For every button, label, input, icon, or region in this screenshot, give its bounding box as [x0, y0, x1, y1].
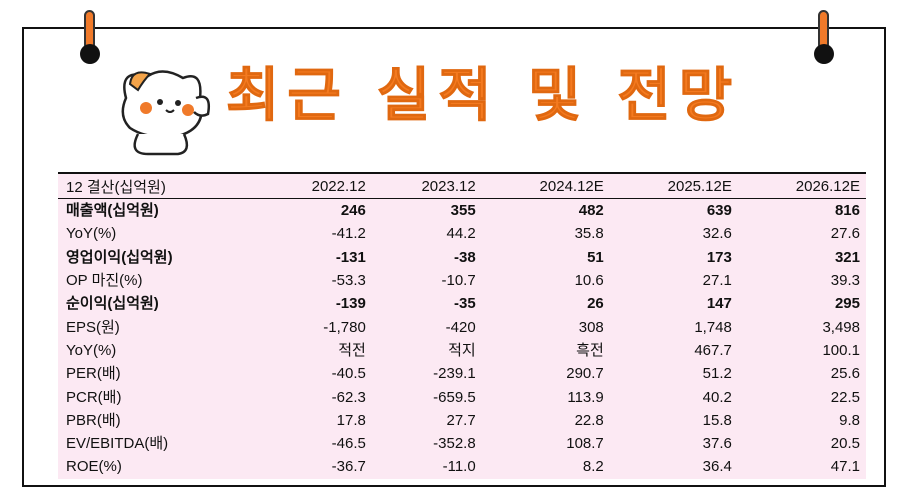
- table-cell: 15.8: [702, 411, 732, 429]
- table-cell: 482: [578, 202, 604, 220]
- table-cell: 35.8: [574, 225, 604, 243]
- table-cell: 321: [834, 248, 860, 266]
- column-header: 2022.12: [262, 172, 372, 199]
- table-cell: -10.7: [441, 272, 476, 290]
- row-label: EPS(원): [66, 318, 120, 336]
- table-cell: 246: [340, 202, 366, 220]
- table-cell: -1,780: [323, 318, 366, 336]
- table-cell: -352.8: [433, 435, 476, 453]
- page-title: 최근 실적 및 전망: [225, 61, 741, 129]
- table-cell: 147: [706, 295, 732, 313]
- table-cell: 355: [450, 202, 476, 220]
- table-cell: 467.7: [694, 341, 732, 359]
- row-label: ROE(%): [66, 458, 122, 476]
- row-label: 영업이익(십억원): [66, 248, 173, 266]
- row-label: PCR(배): [66, 388, 122, 406]
- table-cell: 27.7: [446, 411, 476, 429]
- table-cell: 108.7: [566, 435, 604, 453]
- table-cell: -139: [335, 295, 366, 313]
- table-cell: 적전: [338, 341, 366, 359]
- table-cell: 27.1: [702, 272, 732, 290]
- table-row: YoY(%) -41.2 44.2 35.8 32.6 27.6: [58, 222, 866, 245]
- table-cell: 44.2: [446, 225, 476, 243]
- table-cell: 17.8: [336, 411, 366, 429]
- table-cell: 26: [587, 295, 604, 313]
- table-cell: 20.5: [830, 435, 860, 453]
- column-header: 2024.12E: [481, 172, 610, 199]
- table-cell: 흑전: [576, 341, 604, 359]
- table-cell: -46.5: [331, 435, 366, 453]
- table-row: PER(배) -40.5 -239.1 290.7 51.2 25.6: [58, 362, 866, 385]
- row-label: 매출액(십억원): [66, 202, 159, 220]
- table-row: ROE(%) -36.7 -11.0 8.2 36.4 47.1: [58, 455, 866, 478]
- table-cell: 8.2: [582, 458, 604, 476]
- table-cell: -38: [454, 248, 476, 266]
- table-cell: -53.3: [331, 272, 366, 290]
- table-cell: 40.2: [702, 388, 732, 406]
- table-row: OP 마진(%) -53.3 -10.7 10.6 27.1 39.3: [58, 269, 866, 292]
- row-label: OP 마진(%): [66, 272, 143, 290]
- row-label: YoY(%): [66, 225, 117, 243]
- table-cell: 37.6: [702, 435, 732, 453]
- table-cell: 22.5: [830, 388, 860, 406]
- table-row: YoY(%) 적전 적지 흑전 467.7 100.1: [58, 339, 866, 362]
- table-cell: 51.2: [702, 365, 732, 383]
- table-cell: -659.5: [433, 388, 476, 406]
- table-cell: 10.6: [574, 272, 604, 290]
- table-cell: 47.1: [830, 458, 860, 476]
- table-row: EPS(원) -1,780 -420 308 1,748 3,498: [58, 315, 866, 338]
- table-cell: -131: [335, 248, 366, 266]
- row-label: 순이익(십억원): [66, 295, 159, 313]
- table-row: 매출액(십억원) 246 355 482 639 816: [58, 199, 866, 223]
- table-cell: 25.6: [830, 365, 860, 383]
- table-header-row: 12 결산(십억원) 2022.12 2023.12 2024.12E 2025…: [58, 172, 866, 199]
- table-cell: 816: [834, 202, 860, 220]
- table-row: PBR(배) 17.8 27.7 22.8 15.8 9.8: [58, 409, 866, 432]
- table-cell: 1,748: [694, 318, 732, 336]
- table-cell: 적지: [448, 341, 476, 359]
- table-row: 순이익(십억원) -139 -35 26 147 295: [58, 292, 866, 315]
- table-cell: 113.9: [567, 388, 604, 406]
- table-cell: 32.6: [702, 225, 732, 243]
- row-label: EV/EBITDA(배): [66, 435, 169, 453]
- table-cell: 295: [834, 295, 860, 313]
- column-header: 12 결산(십억원): [58, 172, 262, 199]
- table-cell: -36.7: [331, 458, 366, 476]
- table-cell: 39.3: [830, 272, 860, 290]
- table-cell: -239.1: [433, 365, 476, 383]
- table-cell: -11.0: [442, 458, 476, 476]
- table-cell: 639: [706, 202, 732, 220]
- table-cell: 3,498: [822, 318, 860, 336]
- table-cell: 9.8: [839, 411, 860, 429]
- table-cell: 100.1: [822, 341, 860, 359]
- table-row: EV/EBITDA(배) -46.5 -352.8 108.7 37.6 20.5: [58, 432, 866, 455]
- cat-mascot-icon: [121, 70, 210, 156]
- table-cell: 27.6: [830, 225, 860, 243]
- table-cell: -41.2: [331, 225, 366, 243]
- table-cell: -420: [445, 318, 476, 336]
- table-cell: 308: [578, 318, 604, 336]
- financial-table: 12 결산(십억원) 2022.12 2023.12 2024.12E 2025…: [58, 172, 866, 479]
- table-cell: -35: [454, 295, 476, 313]
- table-cell: -62.3: [331, 388, 366, 406]
- column-header: 2025.12E: [609, 172, 738, 199]
- table-cell: 22.8: [574, 411, 604, 429]
- row-label: PER(배): [66, 365, 121, 383]
- row-label: PBR(배): [66, 411, 121, 429]
- row-label: YoY(%): [66, 341, 117, 359]
- table-cell: -40.5: [331, 365, 366, 383]
- table-cell: 290.7: [566, 365, 604, 383]
- table-cell: 173: [706, 248, 732, 266]
- table-row: PCR(배) -62.3 -659.5 113.9 40.2 22.5: [58, 385, 866, 408]
- table-cell: 36.4: [702, 458, 732, 476]
- column-header: 2023.12: [371, 172, 482, 199]
- column-header: 2026.12E: [737, 172, 866, 199]
- table-cell: 51: [587, 248, 604, 266]
- table-row: 영업이익(십억원) -131 -38 51 173 321: [58, 246, 866, 269]
